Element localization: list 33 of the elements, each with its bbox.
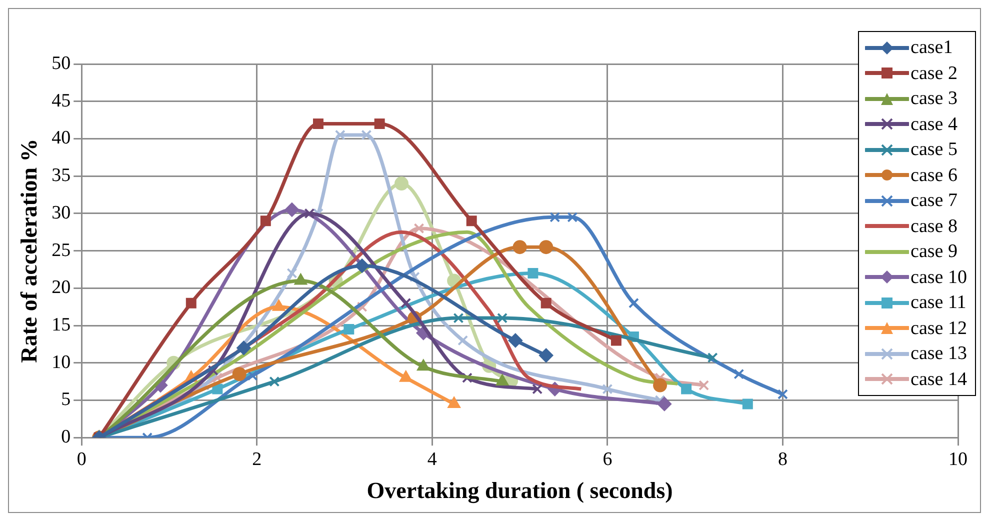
y-tick-label: 40 (52, 128, 71, 149)
y-axis-title: Rate of acceleration % (16, 138, 42, 363)
y-tick-label: 35 (52, 165, 71, 186)
x-tick-label: 8 (778, 448, 788, 470)
y-tick-label: 20 (52, 277, 71, 298)
x-axis-title: Overtaking duration ( seconds) (366, 478, 673, 504)
legend-label: case 10 (910, 266, 967, 290)
y-tick-label: 30 (52, 202, 71, 224)
x-tick-label: 6 (602, 448, 612, 470)
legend-label: case 2 (910, 62, 958, 86)
x-tick-label: 10 (948, 448, 968, 470)
x-tick-label: 0 (76, 448, 86, 470)
y-tick-label: 45 (52, 90, 71, 112)
legend-label: case 12 (910, 316, 967, 340)
y-tick-label: 5 (61, 389, 71, 410)
legend-label: case 13 (910, 342, 967, 366)
legend-label: case 14 (910, 368, 967, 392)
legend-label: case 7 (910, 189, 958, 213)
y-tick-label: 10 (52, 352, 71, 373)
legend-label: case 5 (910, 138, 958, 162)
x-tick-label: 2 (252, 448, 262, 470)
legend-label: case1 (910, 36, 953, 60)
legend-label: case 9 (910, 240, 958, 264)
legend-label: case 3 (910, 87, 958, 111)
legend-label: case 11 (910, 291, 966, 315)
legend-label: case 4 (910, 112, 958, 136)
y-tick-label: 50 (52, 52, 71, 74)
legend-label: case 8 (910, 214, 958, 238)
y-tick-label: 25 (52, 240, 71, 261)
legend-label: case 6 (910, 164, 958, 188)
x-tick-label: 4 (427, 448, 438, 470)
y-tick-label: 0 (61, 426, 71, 448)
y-tick-label: 15 (52, 314, 71, 336)
